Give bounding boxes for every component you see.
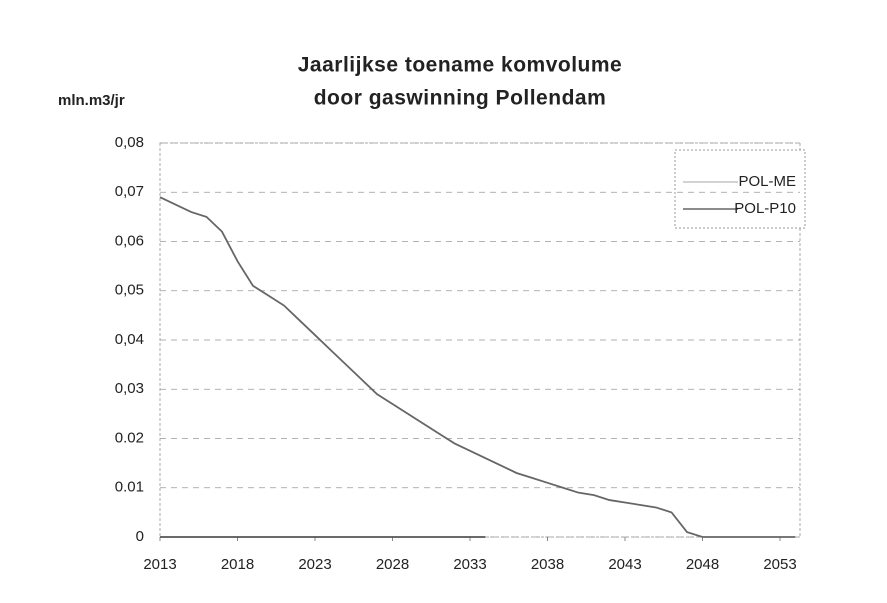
x-tick-label: 2028 <box>376 556 409 573</box>
x-tick-label: 2043 <box>608 556 641 573</box>
x-tick-label: 2018 <box>221 556 254 573</box>
series-line <box>159 196 796 538</box>
y-axis-label: mln.m3/jr <box>58 92 125 109</box>
chart-title: door gaswinning Pollendam <box>314 87 607 110</box>
y-tick-label: 0,06 <box>115 232 144 249</box>
y-tick-label: 0,04 <box>115 331 144 348</box>
legend-label: POL-P10 <box>734 200 796 217</box>
x-tick-label: 2013 <box>143 556 176 573</box>
y-tick-label: 0.02 <box>115 429 144 446</box>
x-tick-label: 2023 <box>298 556 331 573</box>
chart-title: Jaarlijkse toename komvolume <box>298 54 622 77</box>
legend-label: POL-ME <box>738 173 796 190</box>
y-tick-label: 0.01 <box>115 479 144 496</box>
x-tick-label: 2038 <box>531 556 564 573</box>
y-tick-label: 0,03 <box>115 380 144 397</box>
y-tick-label: 0,05 <box>115 282 144 299</box>
x-tick-label: 2053 <box>763 556 796 573</box>
y-tick-label: 0 <box>136 528 144 545</box>
x-tick-label: 2048 <box>686 556 719 573</box>
legend-box <box>674 149 806 229</box>
y-tick-label: 0,07 <box>115 183 144 200</box>
x-tick-label: 2033 <box>453 556 486 573</box>
y-tick-label: 0,08 <box>115 134 144 151</box>
